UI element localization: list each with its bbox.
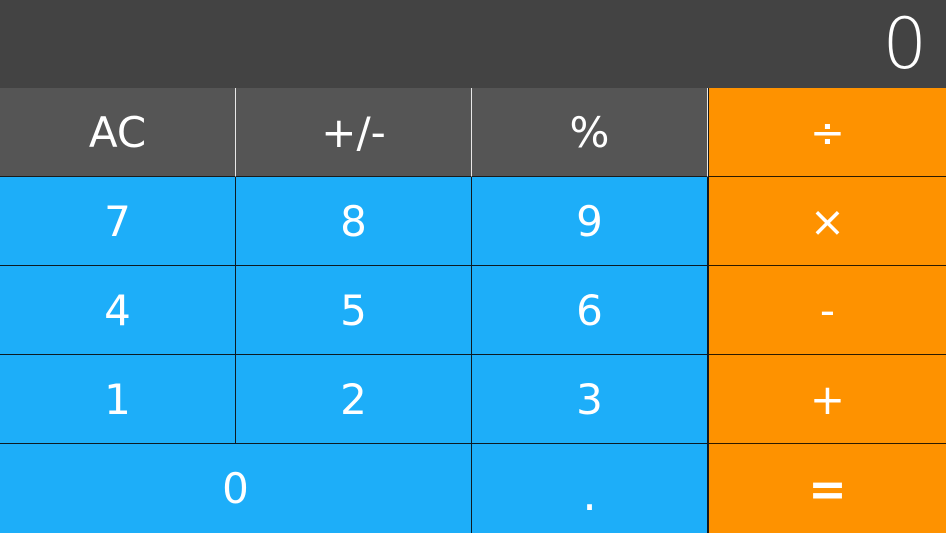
digit-3-button[interactable]: 3 [472, 355, 708, 444]
keypad: AC +/- % ÷ 7 8 9 × 4 5 6 - 1 2 3 + 0 . = [0, 88, 946, 533]
decimal-button[interactable]: . [472, 444, 708, 533]
digit-7-button[interactable]: 7 [0, 177, 236, 266]
display: 0 [0, 0, 946, 88]
digit-5-button[interactable]: 5 [236, 266, 472, 355]
minus-button[interactable]: - [708, 266, 946, 355]
sign-toggle-button[interactable]: +/- [236, 88, 472, 177]
digit-6-button[interactable]: 6 [472, 266, 708, 355]
divide-button[interactable]: ÷ [708, 88, 946, 177]
display-value: 0 [882, 3, 928, 85]
equals-button[interactable]: = [708, 444, 946, 533]
all-clear-button[interactable]: AC [0, 88, 236, 177]
digit-9-button[interactable]: 9 [472, 177, 708, 266]
digit-2-button[interactable]: 2 [236, 355, 472, 444]
digit-4-button[interactable]: 4 [0, 266, 236, 355]
multiply-button[interactable]: × [708, 177, 946, 266]
digit-0-button[interactable]: 0 [0, 444, 472, 533]
plus-button[interactable]: + [708, 355, 946, 444]
digit-8-button[interactable]: 8 [236, 177, 472, 266]
digit-1-button[interactable]: 1 [0, 355, 236, 444]
percent-button[interactable]: % [472, 88, 708, 177]
